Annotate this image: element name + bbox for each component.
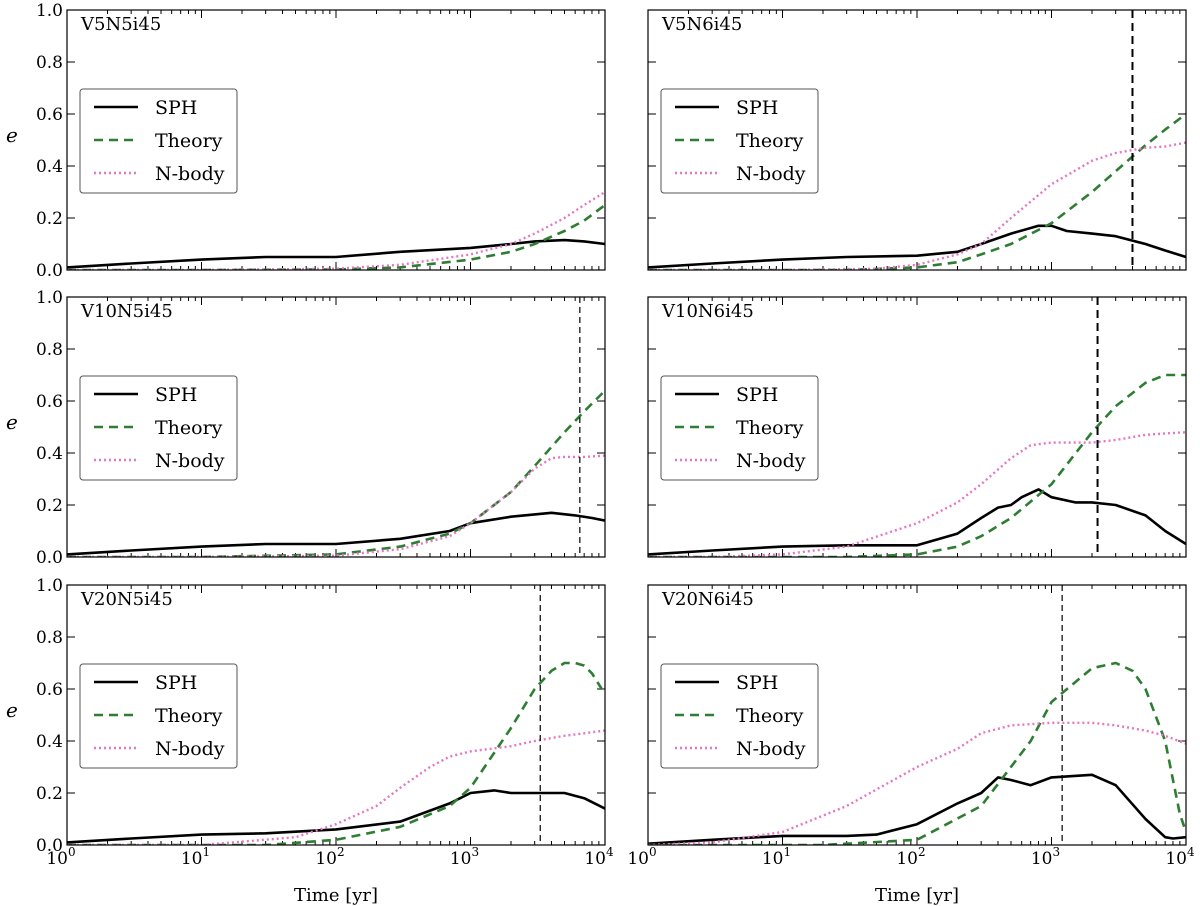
legend-label: SPH	[736, 672, 778, 694]
series-line-n-body	[648, 431, 1186, 557]
legend-label: Theory	[736, 417, 804, 439]
legend-box	[660, 88, 819, 194]
y-tick-label: 0.2	[36, 496, 63, 516]
panel-label: V10N5i45	[80, 301, 173, 322]
plot-frame	[66, 584, 606, 846]
legend-label: Theory	[155, 130, 223, 152]
series-line-sph	[67, 238, 605, 269]
y-tick-label: 0.2	[36, 784, 63, 804]
legend-label: N-body	[155, 450, 225, 472]
plot-frame	[647, 9, 1187, 271]
y-tick-label: 1.0	[36, 1, 63, 21]
panel-6: 100 101 102 103 104 Time [yr] V20N6i45 SPH Theor…	[627, 584, 1195, 906]
legend-label: Theory	[736, 705, 804, 727]
series-line-sph	[648, 773, 1186, 845]
plot-frame	[66, 9, 606, 271]
x-tick-label: 101	[762, 845, 791, 869]
x-tick-label: 100	[46, 845, 75, 869]
series-line-sph	[67, 789, 605, 844]
x-tick-label: 102	[896, 845, 925, 869]
y-tick-label: 0.4	[36, 157, 63, 177]
series-line-theory	[648, 661, 1186, 845]
y-axis-label: e	[6, 123, 18, 147]
panel-2: V5N6i45 SPH Theory N-body	[647, 9, 1187, 271]
y-tick-label: 0.0	[36, 548, 63, 568]
y-tick-label: 0.6	[36, 392, 63, 412]
legend-label: SPH	[155, 384, 197, 406]
panel-label: V20N6i45	[661, 589, 754, 610]
x-tick-label: 100	[627, 845, 656, 869]
series-line-n-body	[648, 721, 1186, 845]
x-tick-label: 103	[450, 845, 479, 869]
series-line-n-body	[67, 454, 605, 557]
y-tick-label: 0.8	[36, 628, 63, 648]
y-tick-label: 0.2	[36, 209, 63, 229]
panel-4: V10N6i45 SPH Theory N-body	[647, 296, 1187, 558]
panel-label: V10N6i45	[661, 301, 754, 322]
x-axis-label: Time [yr]	[294, 885, 378, 906]
legend-label: Theory	[155, 705, 223, 727]
y-tick-label: 0.6	[36, 680, 63, 700]
panel-label: V5N5i45	[80, 14, 161, 35]
y-tick-label: 0.0	[36, 261, 63, 281]
legend-label: SPH	[155, 97, 197, 119]
legend-box	[660, 663, 819, 769]
series-line-theory	[648, 373, 1186, 557]
panel-1: 0.0 0.2 0.4 0.6 0.8 1.0 e V5N5i45 SPH Theory N-bod…	[6, 1, 606, 281]
series-line-sph	[648, 224, 1186, 269]
legend-label: N-body	[736, 450, 806, 472]
panel-label: V20N5i45	[80, 589, 173, 610]
y-tick-label: 0.8	[36, 340, 63, 360]
series-line-n-body	[67, 190, 605, 270]
series-line-n-body	[67, 729, 605, 845]
legend-label: SPH	[155, 672, 197, 694]
y-axis-label: e	[6, 410, 18, 434]
y-axis-label: e	[6, 698, 18, 722]
series-line-sph	[67, 511, 605, 556]
x-tick-label: 104	[584, 845, 614, 869]
series-line-theory	[648, 112, 1186, 270]
legend-label: SPH	[736, 97, 778, 119]
y-tick-label: 1.0	[36, 288, 63, 308]
y-tick-label: 0.0	[36, 836, 63, 856]
legend-label: Theory	[155, 417, 223, 439]
x-tick-label: 104	[1165, 845, 1195, 869]
legend-label: N-body	[155, 163, 225, 185]
plot-frame	[66, 296, 606, 558]
series-line-theory	[67, 389, 605, 557]
x-tick-label: 103	[1031, 845, 1060, 869]
plot-frame	[647, 296, 1187, 558]
y-tick-label: 1.0	[36, 576, 63, 596]
legend-box	[79, 375, 238, 481]
series-line-n-body	[648, 141, 1186, 270]
legend-label: N-body	[736, 163, 806, 185]
series-line-sph	[648, 488, 1186, 556]
x-axis-label: Time [yr]	[875, 885, 959, 906]
x-tick-label: 101	[181, 845, 210, 869]
panel-5: 100 101 102 103 104 0.0 0.2 0.4 0.6 0.8 1.0 e Time […	[6, 576, 614, 906]
legend-box	[79, 88, 238, 194]
plot-frame	[647, 584, 1187, 846]
y-tick-label: 0.4	[36, 444, 63, 464]
legend-label: SPH	[736, 384, 778, 406]
y-tick-label: 0.4	[36, 732, 63, 752]
x-tick-label: 102	[315, 845, 344, 869]
legend-label: N-body	[736, 738, 806, 760]
panel-3: 0.0 0.2 0.4 0.6 0.8 1.0 e V10N5i45 SPH Theory N-bo…	[6, 288, 606, 568]
series-line-theory	[67, 661, 605, 845]
legend-box	[79, 663, 238, 769]
panel-label: V5N6i45	[661, 14, 742, 35]
legend-box	[660, 375, 819, 481]
y-tick-label: 0.8	[36, 53, 63, 73]
y-tick-label: 0.6	[36, 105, 63, 125]
legend-label: N-body	[155, 738, 225, 760]
legend-label: Theory	[736, 130, 804, 152]
